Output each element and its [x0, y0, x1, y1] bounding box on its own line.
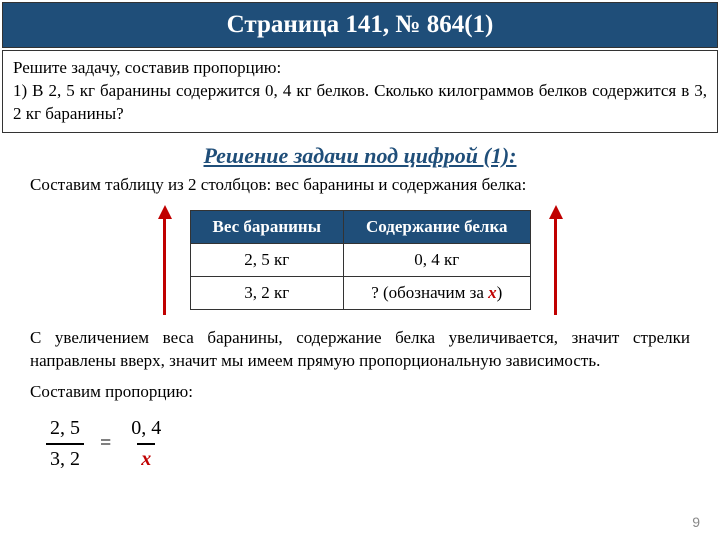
cell-protein-2: ? (обозначим за x) [344, 276, 531, 309]
table-header-row: Вес баранины Содержание белка [190, 210, 530, 243]
right-numerator: 0, 4 [127, 416, 165, 443]
cell-protein-1: 0, 4 кг [344, 243, 531, 276]
table-row: 2, 5 кг 0, 4 кг [190, 243, 530, 276]
cell-weight-2: 3, 2 кг [190, 276, 344, 309]
explain-p1: С увеличением веса баранины, содержание … [30, 327, 690, 373]
right-denominator: x [137, 443, 155, 472]
problem-line1: Решите задачу, составив пропорцию: [13, 57, 707, 80]
cell-protein-2-text: ? (обозначим за [371, 283, 488, 302]
arrow-left [158, 205, 172, 315]
problem-statement: Решите задачу, составив пропорцию: 1) В … [2, 50, 718, 133]
equals-sign: = [100, 432, 111, 455]
cell-weight-1: 2, 5 кг [190, 243, 344, 276]
left-numerator: 2, 5 [46, 416, 84, 443]
proportion: 2, 5 3, 2 = 0, 4 x [46, 416, 720, 472]
page-number: 9 [692, 514, 700, 530]
explain-p2: Составим пропорцию: [30, 381, 690, 404]
left-denominator: 3, 2 [46, 443, 84, 472]
fraction-left: 2, 5 3, 2 [46, 416, 84, 472]
variable-x: x [488, 283, 497, 302]
close-paren: ) [497, 283, 503, 302]
arrow-right [549, 205, 563, 315]
problem-line2: 1) В 2, 5 кг баранины содержится 0, 4 кг… [13, 80, 707, 126]
page-title: Страница 141, № 864(1) [2, 2, 718, 48]
table-caption: Составим таблицу из 2 столбцов: вес бара… [30, 175, 690, 195]
data-table: Вес баранины Содержание белка 2, 5 кг 0,… [190, 210, 531, 310]
col-header-protein: Содержание белка [344, 210, 531, 243]
table-section: Вес баранины Содержание белка 2, 5 кг 0,… [0, 205, 720, 315]
fraction-right: 0, 4 x [127, 416, 165, 472]
table-row: 3, 2 кг ? (обозначим за x) [190, 276, 530, 309]
col-header-weight: Вес баранины [190, 210, 344, 243]
solution-heading: Решение задачи под цифрой (1): [0, 143, 720, 169]
